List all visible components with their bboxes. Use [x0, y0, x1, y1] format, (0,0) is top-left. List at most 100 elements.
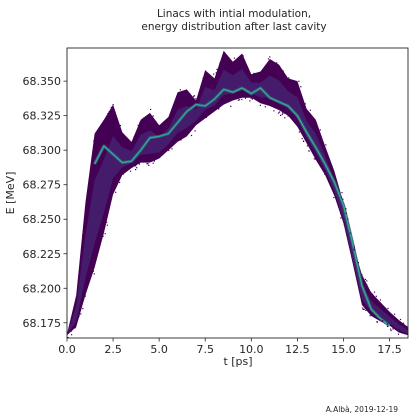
speckle-point [125, 137, 127, 139]
speckle-point [288, 77, 290, 79]
speckle-point [309, 109, 311, 111]
speckle-point [135, 165, 137, 167]
speckle-point [92, 270, 94, 272]
speckle-point [85, 211, 87, 213]
x-tick-label: 7.5 [196, 343, 214, 356]
speckle-point [70, 330, 73, 332]
speckle-point [202, 83, 204, 85]
y-tick-label: 68.175 [23, 317, 62, 330]
speckle-point [70, 322, 72, 324]
speckle-point [115, 191, 117, 193]
speckle-point [219, 62, 221, 64]
speckle-point [235, 97, 237, 99]
speckle-point [259, 104, 261, 106]
speckle-point [194, 130, 196, 132]
speckle-point [368, 308, 370, 310]
speckle-point [392, 328, 394, 330]
speckle-point [372, 293, 374, 295]
speckle-point [353, 248, 355, 250]
speckle-point [183, 136, 186, 138]
speckle-point [119, 181, 121, 184]
y-axis-ticks: 68.175 68.200 68.225 68.250 68.275 68.300 68.3… [23, 75, 67, 330]
speckle-point [193, 97, 195, 99]
speckle-point [375, 295, 377, 297]
speckle-point [93, 140, 95, 142]
speckle-point [236, 97, 238, 99]
speckle-point [252, 97, 254, 99]
speckle-point [171, 148, 173, 150]
speckle-point [205, 114, 207, 117]
speckle-point [148, 159, 150, 161]
speckle-point [82, 234, 84, 236]
speckle-point [67, 337, 69, 338]
speckle-point [108, 111, 110, 113]
speckle-point [280, 114, 282, 116]
speckle-point [136, 167, 138, 169]
speckle-point [175, 99, 177, 101]
distribution-core [67, 69, 408, 335]
y-axis-label: E [MeV] [4, 172, 17, 215]
speckle-point [187, 93, 189, 95]
speckle-point [285, 77, 287, 79]
speckle-point [391, 317, 393, 319]
speckle-point [120, 174, 122, 176]
speckle-point [204, 75, 206, 77]
x-tick-label: 12.5 [285, 343, 310, 356]
speckle-point [230, 105, 232, 107]
speckle-point [107, 113, 109, 115]
speckle-point [218, 108, 220, 110]
x-tick-label: 0.0 [58, 343, 76, 356]
speckle-point [402, 322, 405, 324]
speckle-point [314, 158, 316, 160]
speckle-point [214, 77, 216, 79]
speckle-point [298, 131, 300, 133]
speckle-point [211, 111, 213, 113]
speckle-point [308, 150, 310, 152]
speckle-point [238, 99, 241, 101]
speckle-point [392, 327, 394, 329]
speckle-point [332, 189, 334, 191]
speckle-point [147, 163, 149, 165]
speckle-point [106, 221, 108, 223]
speckle-point [152, 115, 154, 117]
speckle-point [119, 124, 121, 127]
chart-title-line-2: energy distribution after last cavity [141, 21, 326, 33]
speckle-point [373, 296, 375, 299]
speckle-point [74, 327, 76, 329]
speckle-point [110, 106, 112, 108]
speckle-point [314, 120, 316, 122]
plot-frame [66, 47, 409, 339]
speckle-point [264, 106, 266, 108]
speckle-point [185, 92, 187, 95]
x-tick-label: 15.0 [331, 343, 356, 356]
speckle-point [138, 163, 140, 165]
speckle-point [231, 63, 233, 65]
speckle-point [363, 308, 365, 310]
speckle-point [106, 224, 108, 226]
speckle-point [75, 296, 78, 298]
speckle-point [104, 233, 106, 235]
speckle-point [348, 242, 350, 244]
speckle-point [276, 62, 278, 64]
speckle-point [343, 222, 346, 224]
speckle-point [342, 198, 344, 200]
y-tick-label: 68.300 [23, 144, 62, 157]
speckle-point [161, 153, 163, 155]
speckle-point [112, 104, 114, 106]
speckle-point [366, 280, 368, 282]
speckle-point [250, 97, 252, 99]
speckle-point [190, 134, 193, 137]
speckle-point [353, 249, 355, 251]
speckle-point [251, 98, 253, 100]
speckle-point [67, 331, 69, 333]
speckle-point [257, 98, 259, 100]
speckle-point [270, 63, 272, 65]
speckle-point [341, 192, 343, 194]
speckle-point [97, 130, 99, 133]
speckle-point [370, 313, 372, 315]
speckle-point [125, 170, 128, 172]
speckle-point [148, 164, 150, 166]
speckle-point [366, 284, 368, 286]
speckle-point [362, 307, 364, 309]
speckle-point [180, 93, 182, 95]
